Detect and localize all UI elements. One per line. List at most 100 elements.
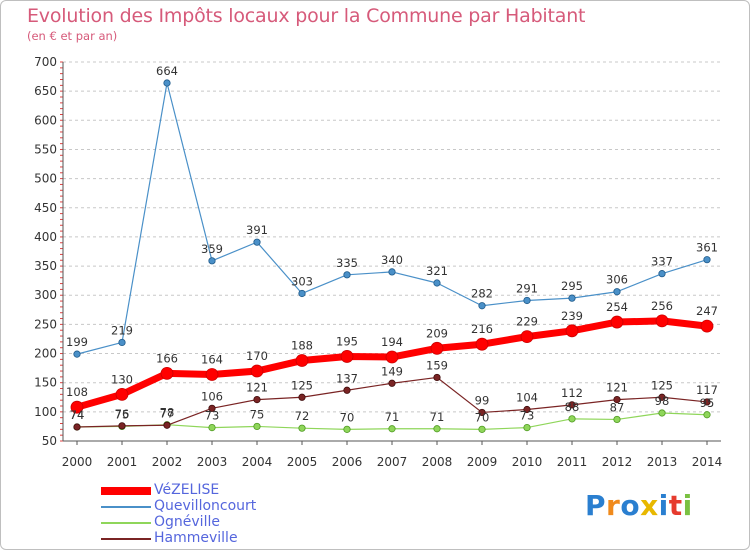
data-point-hammeville	[163, 421, 171, 429]
logo-letter: i	[682, 489, 693, 522]
data-point-quevilloncourt	[163, 79, 171, 87]
data-point-vezelise	[115, 387, 129, 401]
data-label-quevilloncourt: 306	[606, 273, 628, 287]
data-label-vezelise: 256	[651, 299, 673, 313]
data-label-ogneville: 78	[160, 406, 175, 420]
data-point-hammeville	[478, 408, 486, 417]
chart-subtitle: (en € et par an)	[27, 29, 118, 43]
data-point-vezelise	[700, 319, 714, 333]
data-point-hammeville	[433, 373, 441, 382]
y-tick-label: 550	[34, 142, 57, 156]
axes: 50 100 150 200 250 300 350 400 450 500 550 600 650 70…	[34, 55, 722, 469]
data-label-ogneville: 95	[700, 396, 715, 410]
x-tick-label: 2001	[107, 455, 138, 469]
data-label-vezelise: 247	[696, 304, 718, 318]
data-point-quevilloncourt	[388, 268, 396, 276]
data-point-hammeville	[388, 379, 396, 387]
data-label-hammeville: 121	[246, 381, 268, 395]
data-point-ogneville	[253, 422, 261, 431]
data-labels-layer: 199 219 664 359 391 303 335 340 321 282 291 295 306 3…	[66, 64, 718, 424]
y-tick-label: 200	[34, 347, 57, 361]
data-point-vezelise	[430, 341, 444, 355]
data-label-hammeville: 77	[160, 406, 175, 420]
data-point-vezelise	[340, 350, 354, 363]
data-label-hammeville: 74	[70, 408, 85, 422]
data-label-quevilloncourt: 321	[426, 264, 448, 278]
x-tick-label: 2005	[287, 455, 318, 469]
x-tick-label: 2004	[242, 455, 273, 469]
data-label-vezelise: 108	[66, 385, 88, 399]
data-label-vezelise: 209	[426, 326, 448, 340]
data-point-hammeville	[208, 404, 216, 412]
data-point-hammeville	[523, 405, 531, 414]
logo-letter: o	[620, 489, 641, 522]
data-label-quevilloncourt: 295	[561, 279, 583, 293]
y-tick-label: 700	[34, 55, 57, 69]
data-point-quevilloncourt	[298, 289, 306, 298]
data-label-ogneville: 75	[115, 407, 130, 421]
data-point-ogneville	[343, 425, 351, 433]
data-label-ogneville: 72	[295, 409, 310, 423]
y-tick-label: 650	[34, 84, 57, 98]
data-label-vezelise: 130	[111, 372, 133, 386]
y-tick-label: 100	[34, 405, 57, 419]
x-tick-label: 2003	[197, 455, 228, 469]
y-tick-label: 500	[34, 172, 57, 186]
data-label-quevilloncourt: 335	[336, 256, 358, 270]
data-point-quevilloncourt	[73, 350, 81, 358]
x-tick-label: 2008	[422, 455, 453, 469]
data-point-vezelise	[565, 324, 579, 338]
data-label-ogneville: 70	[475, 410, 490, 424]
data-point-quevilloncourt	[343, 271, 351, 279]
data-point-quevilloncourt	[523, 296, 531, 305]
data-point-quevilloncourt	[613, 288, 621, 296]
data-point-quevilloncourt	[478, 302, 486, 310]
data-label-hammeville: 125	[651, 378, 673, 392]
legend-label-quevilloncourt: Quevilloncourt	[154, 498, 257, 514]
x-tick-label: 2013	[647, 455, 678, 469]
x-tick-label: 2011	[557, 455, 588, 469]
x-tick-label: 2014	[692, 455, 723, 469]
chart-title: Evolution des Impôts locaux pour la Comm…	[27, 5, 586, 27]
data-label-hammeville: 137	[336, 371, 358, 385]
data-point-ogneville	[208, 423, 216, 432]
proxiti-logo: Proxiti	[585, 489, 693, 522]
logo-letter: r	[606, 489, 621, 522]
data-point-ogneville	[658, 409, 666, 417]
data-point-quevilloncourt	[658, 270, 666, 278]
data-label-vezelise: 195	[336, 334, 358, 348]
data-label-quevilloncourt: 340	[381, 253, 403, 267]
data-label-vezelise: 239	[561, 309, 583, 323]
data-point-vezelise	[520, 330, 534, 344]
y-tick-label: 400	[34, 230, 57, 244]
data-label-ogneville: 73	[205, 409, 220, 423]
x-tick-label: 2000	[62, 455, 93, 469]
data-label-ogneville: 75	[250, 407, 265, 421]
data-point-ogneville	[433, 425, 441, 433]
data-point-quevilloncourt	[253, 238, 261, 246]
data-point-ogneville	[703, 411, 711, 419]
data-label-vezelise: 164	[201, 353, 223, 367]
legend-label-ogneville: Ognéville	[154, 514, 220, 530]
data-point-ogneville	[478, 425, 486, 433]
data-point-vezelise	[385, 350, 399, 364]
y-tick-label: 150	[34, 376, 57, 390]
data-point-ogneville	[523, 423, 531, 432]
data-label-hammeville: 106	[201, 389, 223, 403]
data-label-ogneville: 98	[655, 394, 670, 408]
data-label-hammeville: 76	[115, 407, 130, 421]
data-label-vezelise: 170	[246, 349, 268, 363]
data-label-quevilloncourt: 337	[651, 255, 673, 269]
data-point-quevilloncourt	[568, 294, 576, 302]
data-label-hammeville: 104	[516, 391, 538, 405]
data-label-ogneville: 73	[520, 409, 535, 423]
data-point-hammeville	[118, 422, 126, 430]
x-tick-label: 2007	[377, 455, 408, 469]
data-label-ogneville: 71	[385, 410, 400, 424]
data-label-vezelise: 216	[471, 322, 493, 336]
data-label-quevilloncourt: 282	[471, 287, 493, 301]
data-point-hammeville	[568, 401, 576, 409]
logo-letter: x	[640, 489, 659, 522]
data-label-hammeville: 99	[475, 393, 490, 407]
